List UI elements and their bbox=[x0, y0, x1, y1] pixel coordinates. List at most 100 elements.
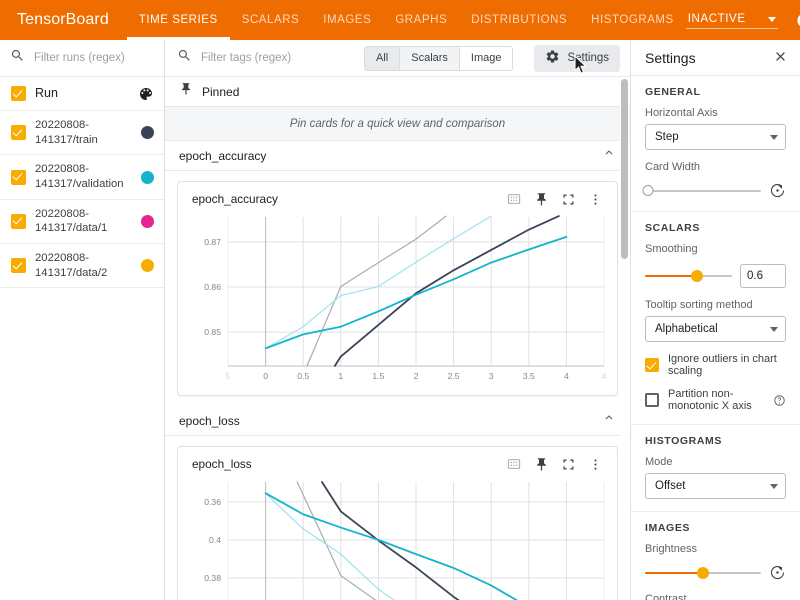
slider-fill bbox=[645, 275, 698, 277]
run-color-dot bbox=[141, 170, 154, 184]
svg-text:5: 5 bbox=[226, 371, 231, 381]
partition-x-axis-checkbox[interactable] bbox=[645, 393, 659, 407]
scrollbar-thumb[interactable] bbox=[621, 79, 628, 259]
partition-x-axis-row[interactable]: Partition non-monotonic X axis bbox=[645, 388, 786, 412]
pinned-section-title: Pinned bbox=[202, 84, 240, 99]
ignore-outliers-row[interactable]: Ignore outliers in chart scaling bbox=[645, 353, 786, 377]
slider-thumb[interactable] bbox=[697, 566, 709, 579]
run-item[interactable]: 20220808-141317/data/2 bbox=[0, 244, 164, 289]
runs-select-all-checkbox[interactable] bbox=[11, 86, 26, 101]
tooltip-sort-select[interactable]: Alphabetical bbox=[645, 316, 786, 342]
palette-icon[interactable] bbox=[138, 86, 154, 102]
reset-icon[interactable] bbox=[769, 564, 786, 581]
runs-filter-input[interactable] bbox=[34, 52, 144, 64]
tab-histograms[interactable]: HISTOGRAMS bbox=[591, 14, 674, 26]
svg-text:3.5: 3.5 bbox=[523, 371, 535, 381]
smoothing-slider[interactable] bbox=[645, 269, 732, 283]
settings-group-histograms: HISTOGRAMS Mode Offset bbox=[631, 425, 800, 512]
tooltip-sort-value: Alphabetical bbox=[655, 323, 718, 335]
overflow-menu-icon[interactable] bbox=[588, 192, 603, 207]
settings-group-general: GENERAL Horizontal Axis Step Card Width bbox=[631, 76, 800, 212]
contrast-label: Contrast bbox=[645, 593, 687, 600]
tag-filter-input[interactable] bbox=[201, 52, 355, 64]
chart-card-epoch-loss: epoch_loss bbox=[177, 446, 618, 600]
toggle-image[interactable]: Image bbox=[459, 46, 513, 70]
run-checkbox[interactable] bbox=[11, 213, 26, 229]
svg-text:3: 3 bbox=[489, 371, 494, 381]
settings-panel: Settings GENERAL Horizontal Axis Step Ca… bbox=[630, 40, 800, 600]
fullscreen-icon[interactable] bbox=[561, 192, 576, 207]
tab-time-series[interactable]: TIME SERIES bbox=[126, 0, 230, 40]
run-color-dot bbox=[141, 126, 154, 140]
vertical-scrollbar[interactable] bbox=[620, 77, 629, 600]
chevron-up-icon[interactable] bbox=[602, 146, 616, 165]
svg-text:2: 2 bbox=[414, 371, 419, 381]
contrast-icon[interactable] bbox=[790, 5, 800, 35]
horizontal-axis-select[interactable]: Step bbox=[645, 124, 786, 150]
smoothing-value-input[interactable]: 0.6 bbox=[740, 264, 786, 288]
svg-text:1.5: 1.5 bbox=[372, 371, 384, 381]
run-label: 20220808-141317/data/2 bbox=[35, 252, 108, 279]
run-label: 20220808-141317/validation bbox=[35, 163, 124, 191]
settings-group-title: IMAGES bbox=[645, 522, 691, 534]
card-width-slider[interactable] bbox=[642, 184, 761, 198]
run-checkbox[interactable] bbox=[11, 169, 26, 185]
run-item[interactable]: 20220808-141317/data/1 bbox=[0, 200, 164, 245]
settings-group-scalars: SCALARS Smoothing 0.6 Tooltip sorting me… bbox=[631, 212, 800, 425]
cards-scroll-area[interactable]: Pinned Pin cards for a quick view and co… bbox=[165, 77, 630, 600]
app-body: Run 20220808-141317/train 20220808-14131… bbox=[0, 40, 800, 600]
data-table-icon[interactable] bbox=[506, 191, 522, 207]
slider-thumb[interactable] bbox=[691, 270, 704, 282]
chevron-down-icon bbox=[770, 483, 778, 489]
histogram-mode-select[interactable]: Offset bbox=[645, 473, 786, 499]
close-icon[interactable] bbox=[773, 49, 788, 67]
svg-text:4: 4 bbox=[602, 371, 607, 381]
chart-card-tools bbox=[506, 456, 607, 472]
section-header-epoch-accuracy[interactable]: epoch_accuracy bbox=[165, 141, 630, 171]
fullscreen-icon[interactable] bbox=[561, 457, 576, 472]
runs-header-row[interactable]: Run bbox=[0, 77, 164, 111]
top-bar-actions: INACTIVE bbox=[685, 0, 800, 40]
toggle-scalars[interactable]: Scalars bbox=[400, 46, 460, 70]
run-item[interactable]: 20220808-141317/train bbox=[0, 111, 164, 156]
run-checkbox[interactable] bbox=[11, 258, 26, 274]
settings-group-title: GENERAL bbox=[645, 86, 701, 98]
settings-button-label: Settings bbox=[567, 52, 609, 64]
runs-list: Run 20220808-141317/train 20220808-14131… bbox=[0, 77, 164, 600]
run-checkbox[interactable] bbox=[11, 125, 26, 141]
tab-distributions[interactable]: DISTRIBUTIONS bbox=[471, 14, 568, 26]
runs-header-label: Run bbox=[35, 86, 58, 101]
smoothing-label: Smoothing bbox=[645, 243, 698, 255]
svg-text:0.38: 0.38 bbox=[204, 573, 221, 583]
toggle-all[interactable]: All bbox=[365, 46, 401, 70]
reload-status-dropdown[interactable]: INACTIVE bbox=[685, 11, 778, 29]
reset-icon[interactable] bbox=[769, 182, 786, 199]
run-item[interactable]: 20220808-141317/validation bbox=[0, 155, 164, 200]
section-header-epoch-loss[interactable]: epoch_loss bbox=[165, 406, 630, 436]
brightness-slider[interactable] bbox=[645, 566, 761, 580]
chevron-up-icon[interactable] bbox=[602, 411, 616, 430]
run-color-dot bbox=[141, 259, 154, 273]
pinned-section-header[interactable]: Pinned bbox=[165, 77, 630, 107]
settings-button[interactable]: Settings bbox=[534, 44, 620, 72]
chevron-down-icon bbox=[770, 326, 778, 332]
data-table-icon[interactable] bbox=[506, 456, 522, 472]
pin-icon[interactable] bbox=[534, 192, 549, 207]
pin-icon[interactable] bbox=[534, 457, 549, 472]
chart-card-title: epoch_accuracy bbox=[192, 192, 278, 206]
tab-graphs[interactable]: GRAPHS bbox=[395, 14, 448, 26]
card-width-label: Card Width bbox=[645, 161, 701, 173]
slider-thumb[interactable] bbox=[642, 185, 654, 196]
svg-text:1: 1 bbox=[338, 371, 343, 381]
chart-plot-epoch-accuracy[interactable]: 5 0 0.5 1 1.5 2 2.5 3 3.5 4 4 0.85 0.86 0.87 bbox=[178, 211, 617, 395]
chart-card-epoch-accuracy: epoch_accuracy bbox=[177, 181, 618, 396]
help-icon[interactable] bbox=[773, 394, 786, 407]
tab-scalars[interactable]: SCALARS bbox=[241, 14, 300, 26]
search-icon bbox=[177, 48, 192, 68]
tab-images[interactable]: IMAGES bbox=[323, 14, 372, 26]
ignore-outliers-checkbox[interactable] bbox=[645, 358, 659, 372]
cards-container: epoch_accuracy bbox=[165, 171, 630, 396]
chart-card-title: epoch_loss bbox=[192, 457, 252, 471]
overflow-menu-icon[interactable] bbox=[588, 457, 603, 472]
